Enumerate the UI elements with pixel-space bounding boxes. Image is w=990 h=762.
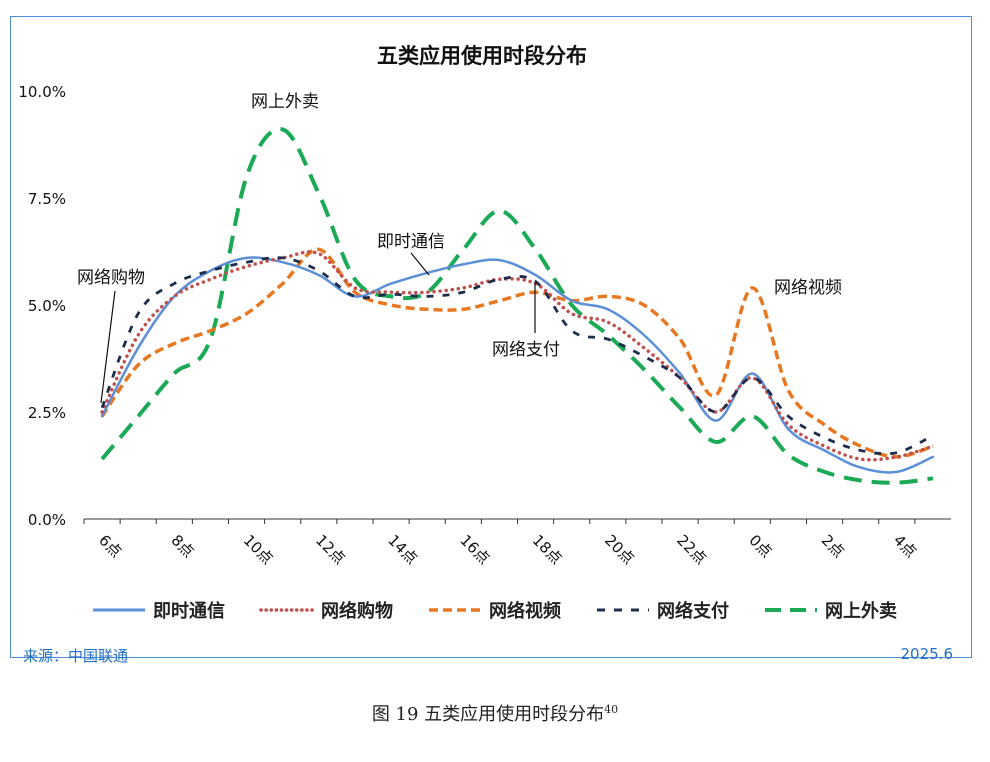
annotation-label: 网络购物 bbox=[77, 268, 145, 288]
source-note: 来源：中国联通 bbox=[23, 647, 129, 665]
x-tick-label: 20点 bbox=[601, 531, 638, 568]
legend-item: 网上外卖 bbox=[763, 597, 897, 623]
y-axis: 0.0% 2.5% 5.0% 7.5% 10.0% bbox=[18, 83, 66, 529]
x-tick-label: 4点 bbox=[890, 531, 920, 561]
legend-item: 网络视频 bbox=[427, 597, 561, 623]
series-line bbox=[100, 256, 935, 474]
annotation-label: 网络支付 bbox=[492, 340, 560, 360]
series-line bbox=[100, 127, 934, 485]
annotation-leader bbox=[410, 252, 430, 276]
x-tick-label: 18点 bbox=[529, 531, 566, 568]
legend-label: 网络支付 bbox=[657, 601, 729, 622]
caption-text: 图 19 五类应用使用时段分布 bbox=[371, 704, 605, 725]
legend-label: 网络视频 bbox=[489, 601, 561, 622]
x-tick-label: 6点 bbox=[95, 531, 125, 561]
x-tick-label: 14点 bbox=[384, 531, 421, 568]
legend-swatch bbox=[93, 608, 145, 612]
legend-item: 即时通信 bbox=[91, 597, 225, 623]
y-tick-label: 5.0% bbox=[28, 297, 66, 315]
x-tick-label: 16点 bbox=[456, 531, 493, 568]
figure-caption: 图 19 五类应用使用时段分布40 bbox=[0, 700, 990, 726]
legend-swatch bbox=[597, 608, 649, 612]
x-axis: 6点 8点 10点 12点 14点 16点 18点 20点 22点 0点 2点 4点 bbox=[83, 518, 951, 568]
legend-label: 即时通信 bbox=[153, 601, 225, 622]
annotation-label: 即时通信 bbox=[377, 232, 445, 252]
y-tick-label: 10.0% bbox=[18, 83, 66, 101]
legend-swatch bbox=[429, 608, 481, 612]
x-tick-label: 8点 bbox=[167, 531, 197, 561]
x-tick-label: 10点 bbox=[240, 531, 277, 568]
annotation-label: 网络视频 bbox=[774, 278, 842, 298]
series-layer bbox=[100, 127, 935, 485]
legend-item: 网络支付 bbox=[595, 597, 729, 623]
chart-title: 五类应用使用时段分布 bbox=[377, 44, 587, 68]
series-line bbox=[100, 250, 935, 462]
series-line bbox=[100, 256, 934, 456]
x-tick-label: 0点 bbox=[745, 531, 775, 561]
x-tick-label: 12点 bbox=[312, 531, 349, 568]
x-tick-label: 2点 bbox=[818, 531, 848, 561]
legend: 即时通信 网络购物 网络视频 网络支付 网上外卖 bbox=[91, 595, 971, 625]
y-tick-label: 7.5% bbox=[28, 190, 66, 208]
caption-footnote: 40 bbox=[604, 703, 619, 716]
annotation-label: 网上外卖 bbox=[251, 92, 319, 112]
chart-svg: 五类应用使用时段分布 0.0% 2.5% 5.0% 7.5% 10.0% 6点 8点 10点… bbox=[18, 44, 951, 568]
y-tick-label: 0.0% bbox=[28, 511, 66, 529]
x-tick-label: 22点 bbox=[673, 531, 710, 568]
legend-item: 网络购物 bbox=[259, 597, 393, 623]
legend-label: 网上外卖 bbox=[825, 601, 897, 622]
legend-label: 网络购物 bbox=[321, 601, 393, 622]
annotation-leader bbox=[100, 290, 116, 404]
date-note: 2025.6 bbox=[900, 645, 954, 663]
legend-swatch bbox=[765, 608, 817, 612]
chart-frame: 五类应用使用时段分布 0.0% 2.5% 5.0% 7.5% 10.0% 6点 8点 10点… bbox=[10, 16, 972, 665]
legend-swatch bbox=[259, 608, 315, 612]
y-tick-label: 2.5% bbox=[28, 404, 66, 422]
